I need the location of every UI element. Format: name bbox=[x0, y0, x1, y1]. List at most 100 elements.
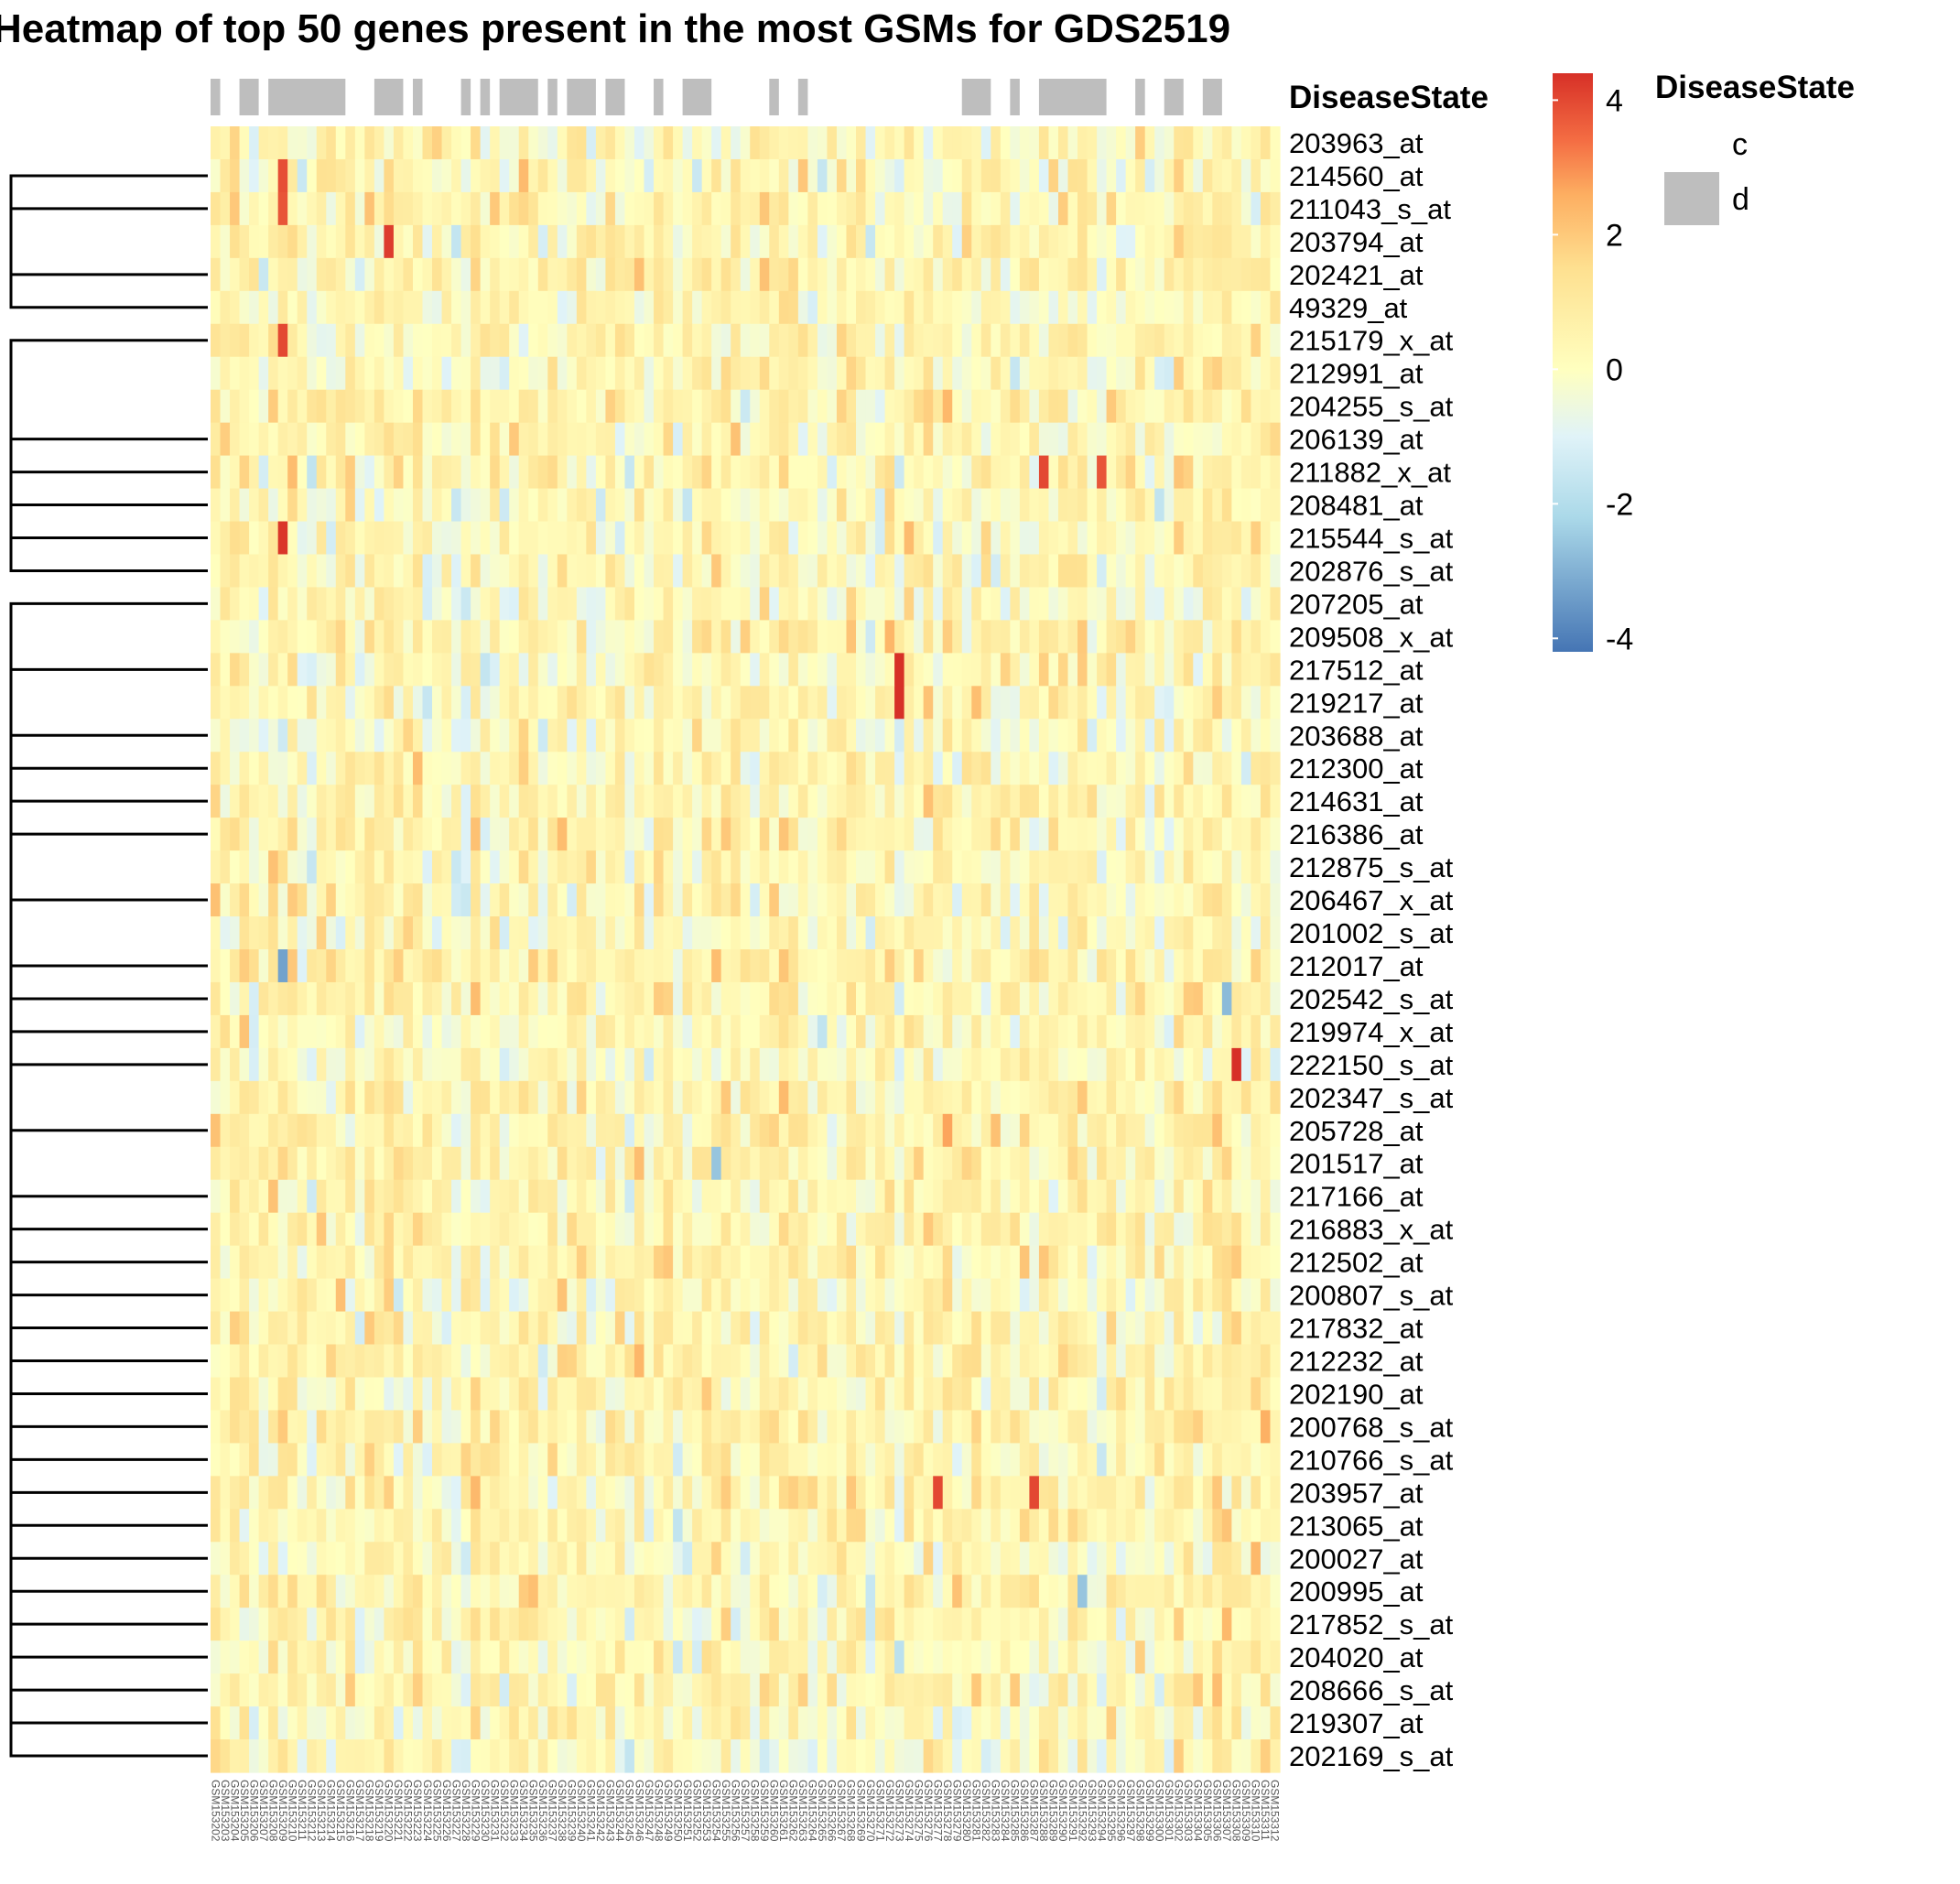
heatmap-cell bbox=[471, 686, 482, 720]
heatmap-cell bbox=[605, 323, 616, 358]
heatmap-cell bbox=[797, 521, 808, 556]
heatmap-cell bbox=[316, 1311, 327, 1346]
heatmap-cell bbox=[624, 686, 635, 720]
heatmap-cell bbox=[865, 686, 876, 720]
heatmap-cell bbox=[904, 653, 915, 687]
heatmap-cell bbox=[673, 587, 684, 621]
heatmap-cell bbox=[1010, 224, 1021, 259]
heatmap-cell bbox=[1116, 850, 1127, 884]
heatmap-cell bbox=[1212, 1509, 1223, 1543]
heatmap-cell bbox=[471, 949, 482, 983]
heatmap-cell bbox=[991, 126, 1002, 160]
heatmap-cell bbox=[654, 653, 665, 687]
heatmap-cell bbox=[230, 1344, 241, 1379]
heatmap-cell bbox=[614, 1245, 626, 1280]
heatmap-cell bbox=[307, 554, 318, 589]
heatmap-cell bbox=[1174, 1080, 1185, 1115]
heatmap-cell bbox=[1144, 356, 1155, 391]
heatmap-cell bbox=[1029, 1278, 1040, 1313]
heatmap-cell bbox=[441, 752, 452, 785]
heatmap-cell bbox=[1097, 1212, 1108, 1247]
heatmap-cell bbox=[1270, 158, 1281, 193]
heatmap-cell bbox=[827, 1410, 838, 1444]
heatmap-cell bbox=[836, 389, 848, 424]
heatmap-cell bbox=[345, 620, 356, 654]
heatmap-cell bbox=[211, 587, 222, 621]
heatmap-cell bbox=[1000, 1014, 1011, 1049]
heatmap-cell bbox=[1057, 686, 1069, 720]
heatmap-cell bbox=[460, 1014, 471, 1049]
heatmap-cell bbox=[740, 1443, 751, 1477]
heatmap-cell bbox=[914, 949, 925, 983]
heatmap-cell bbox=[875, 1146, 886, 1181]
heatmap-cell bbox=[239, 817, 250, 851]
heatmap-cell bbox=[644, 817, 655, 851]
heatmap-cell bbox=[827, 1179, 838, 1214]
heatmap-cell bbox=[471, 719, 482, 753]
heatmap-cell bbox=[490, 1443, 501, 1477]
heatmap-cell bbox=[441, 1212, 452, 1247]
heatmap-cell bbox=[711, 191, 722, 226]
heatmap-cell bbox=[740, 916, 751, 950]
heatmap-cell bbox=[239, 916, 250, 950]
heatmap-cell bbox=[624, 1278, 635, 1313]
heatmap-cell bbox=[586, 752, 597, 785]
heatmap-cell bbox=[471, 850, 482, 884]
heatmap-cell bbox=[1144, 1047, 1155, 1082]
heatmap-cell bbox=[624, 817, 635, 851]
heatmap-cell bbox=[971, 1509, 982, 1543]
heatmap-cell bbox=[663, 554, 674, 589]
heatmap-cell bbox=[933, 850, 944, 884]
heatmap-cell bbox=[1106, 554, 1117, 589]
heatmap-cell bbox=[1202, 1509, 1213, 1543]
heatmap-cell bbox=[432, 1443, 443, 1477]
annotation-cell-d bbox=[547, 79, 558, 115]
heatmap-cell bbox=[364, 1212, 375, 1247]
heatmap-cell bbox=[788, 949, 799, 983]
heatmap-cell bbox=[287, 1179, 298, 1214]
heatmap-cell bbox=[991, 224, 1002, 259]
heatmap-cell bbox=[518, 949, 529, 983]
heatmap-cell bbox=[731, 488, 742, 523]
heatmap-cell bbox=[778, 1443, 789, 1477]
heatmap-cell bbox=[595, 422, 607, 457]
heatmap-cell bbox=[1144, 1509, 1155, 1543]
heatmap-cell bbox=[220, 257, 231, 292]
heatmap-cell bbox=[567, 1245, 578, 1280]
heatmap-cell bbox=[576, 587, 587, 621]
heatmap-cell bbox=[711, 422, 722, 457]
heatmap-cell bbox=[1087, 1476, 1098, 1510]
heatmap-cell bbox=[471, 1179, 482, 1214]
heatmap-cell bbox=[249, 257, 260, 292]
heatmap-cell bbox=[1144, 785, 1155, 818]
heatmap-cell bbox=[682, 949, 693, 983]
heatmap-cell bbox=[1077, 981, 1088, 1016]
heatmap-cell bbox=[769, 488, 780, 523]
heatmap-cell bbox=[1270, 290, 1281, 325]
heatmap-cell bbox=[961, 1344, 972, 1379]
heatmap-cell bbox=[759, 949, 770, 983]
heatmap-cell bbox=[817, 1047, 828, 1082]
heatmap-cell bbox=[1125, 224, 1136, 259]
heatmap-cell bbox=[1029, 785, 1040, 818]
heatmap-cell bbox=[846, 686, 857, 720]
heatmap-cell bbox=[1057, 1212, 1069, 1247]
heatmap-cell bbox=[673, 850, 684, 884]
heatmap-cell bbox=[335, 1080, 346, 1115]
heatmap-cell bbox=[971, 1245, 982, 1280]
heatmap-cell bbox=[1077, 1311, 1088, 1346]
heatmap-cell bbox=[249, 1014, 260, 1049]
heatmap-cell bbox=[1057, 257, 1069, 292]
heatmap-cell bbox=[654, 290, 665, 325]
heatmap-cell bbox=[537, 224, 548, 259]
heatmap-cell bbox=[287, 257, 298, 292]
annotation-cell-d bbox=[480, 79, 491, 115]
heatmap-cell bbox=[1106, 1410, 1117, 1444]
heatmap-cell bbox=[991, 290, 1002, 325]
heatmap-cell bbox=[807, 1509, 818, 1543]
heatmap-cell bbox=[586, 126, 597, 160]
heatmap-cell bbox=[1212, 653, 1223, 687]
heatmap-cell bbox=[980, 1509, 991, 1543]
heatmap-cell bbox=[894, 949, 905, 983]
heatmap-cell bbox=[374, 257, 385, 292]
